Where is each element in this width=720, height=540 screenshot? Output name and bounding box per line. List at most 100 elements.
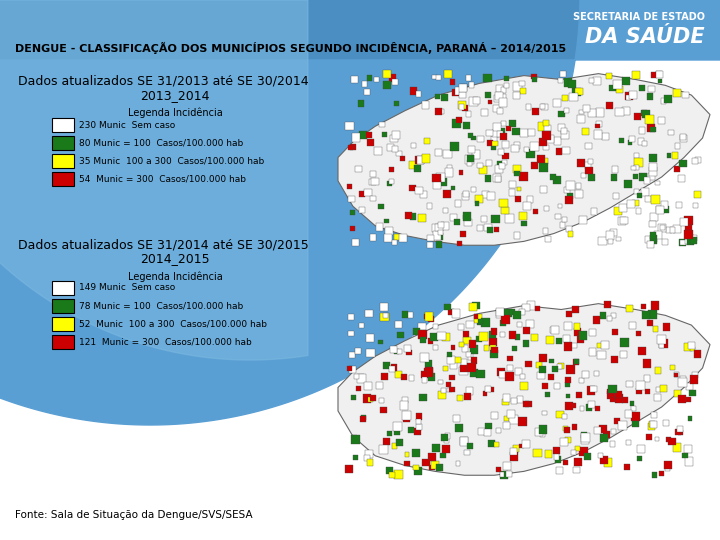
FancyBboxPatch shape: [622, 77, 630, 85]
FancyBboxPatch shape: [503, 394, 510, 402]
FancyBboxPatch shape: [505, 214, 513, 223]
FancyBboxPatch shape: [512, 346, 517, 351]
FancyBboxPatch shape: [647, 320, 652, 326]
FancyBboxPatch shape: [497, 108, 503, 114]
FancyBboxPatch shape: [629, 91, 636, 99]
FancyBboxPatch shape: [464, 450, 470, 455]
FancyBboxPatch shape: [606, 102, 613, 109]
FancyBboxPatch shape: [636, 444, 645, 453]
FancyBboxPatch shape: [556, 411, 564, 418]
FancyBboxPatch shape: [650, 232, 656, 239]
FancyBboxPatch shape: [579, 110, 584, 114]
FancyBboxPatch shape: [564, 382, 570, 388]
FancyBboxPatch shape: [448, 309, 454, 315]
FancyBboxPatch shape: [546, 336, 554, 344]
FancyBboxPatch shape: [615, 394, 624, 403]
FancyBboxPatch shape: [364, 382, 372, 390]
FancyBboxPatch shape: [666, 227, 672, 233]
FancyBboxPatch shape: [650, 237, 657, 244]
FancyBboxPatch shape: [631, 406, 636, 411]
FancyBboxPatch shape: [539, 426, 547, 434]
FancyBboxPatch shape: [523, 304, 530, 311]
FancyBboxPatch shape: [462, 193, 469, 200]
FancyBboxPatch shape: [447, 165, 452, 170]
FancyBboxPatch shape: [503, 153, 509, 159]
FancyBboxPatch shape: [562, 218, 567, 222]
FancyBboxPatch shape: [680, 133, 686, 140]
FancyBboxPatch shape: [460, 231, 467, 237]
FancyBboxPatch shape: [659, 339, 668, 348]
FancyBboxPatch shape: [471, 357, 477, 364]
Text: 149 Munic  Sem caso: 149 Munic Sem caso: [79, 284, 175, 293]
FancyBboxPatch shape: [441, 94, 448, 101]
FancyBboxPatch shape: [507, 365, 513, 371]
FancyBboxPatch shape: [501, 122, 506, 126]
FancyBboxPatch shape: [582, 371, 589, 379]
FancyBboxPatch shape: [490, 328, 497, 335]
FancyBboxPatch shape: [693, 191, 701, 198]
FancyBboxPatch shape: [680, 240, 685, 245]
FancyBboxPatch shape: [625, 410, 632, 418]
FancyBboxPatch shape: [366, 75, 372, 80]
FancyBboxPatch shape: [616, 86, 623, 93]
FancyBboxPatch shape: [389, 167, 394, 172]
FancyBboxPatch shape: [564, 78, 572, 86]
FancyBboxPatch shape: [684, 230, 693, 239]
FancyBboxPatch shape: [416, 91, 421, 97]
FancyBboxPatch shape: [346, 122, 354, 130]
FancyBboxPatch shape: [414, 165, 420, 172]
FancyBboxPatch shape: [374, 77, 379, 82]
FancyBboxPatch shape: [472, 150, 480, 159]
FancyBboxPatch shape: [638, 138, 644, 145]
FancyBboxPatch shape: [413, 449, 420, 457]
FancyBboxPatch shape: [511, 398, 517, 404]
FancyBboxPatch shape: [402, 411, 411, 420]
FancyBboxPatch shape: [558, 204, 562, 208]
FancyBboxPatch shape: [610, 442, 615, 447]
FancyBboxPatch shape: [411, 143, 415, 148]
FancyBboxPatch shape: [648, 423, 654, 430]
FancyBboxPatch shape: [359, 191, 364, 197]
FancyBboxPatch shape: [348, 314, 354, 320]
FancyBboxPatch shape: [670, 364, 675, 370]
FancyBboxPatch shape: [402, 397, 408, 403]
FancyBboxPatch shape: [685, 397, 691, 402]
FancyBboxPatch shape: [442, 444, 450, 453]
FancyBboxPatch shape: [641, 304, 646, 309]
FancyBboxPatch shape: [392, 240, 397, 245]
FancyBboxPatch shape: [606, 316, 612, 321]
FancyBboxPatch shape: [581, 433, 590, 442]
FancyBboxPatch shape: [589, 348, 596, 356]
Text: DA SAÚDE: DA SAÚDE: [585, 27, 705, 47]
FancyBboxPatch shape: [620, 217, 628, 224]
FancyBboxPatch shape: [424, 368, 433, 376]
Polygon shape: [338, 303, 710, 475]
FancyBboxPatch shape: [459, 367, 468, 375]
FancyBboxPatch shape: [574, 457, 582, 466]
FancyBboxPatch shape: [468, 146, 475, 153]
FancyBboxPatch shape: [483, 73, 492, 82]
FancyBboxPatch shape: [508, 356, 513, 361]
FancyBboxPatch shape: [604, 301, 611, 308]
FancyBboxPatch shape: [485, 176, 492, 182]
FancyBboxPatch shape: [688, 416, 693, 421]
FancyBboxPatch shape: [582, 127, 589, 135]
FancyBboxPatch shape: [589, 78, 594, 83]
FancyBboxPatch shape: [493, 123, 501, 131]
FancyBboxPatch shape: [618, 217, 626, 225]
FancyBboxPatch shape: [658, 224, 666, 232]
FancyBboxPatch shape: [554, 383, 560, 389]
FancyBboxPatch shape: [668, 130, 674, 135]
FancyBboxPatch shape: [435, 94, 440, 99]
FancyBboxPatch shape: [440, 110, 444, 114]
FancyBboxPatch shape: [520, 374, 525, 380]
FancyBboxPatch shape: [531, 108, 539, 115]
FancyBboxPatch shape: [520, 382, 528, 390]
FancyBboxPatch shape: [533, 449, 541, 457]
FancyBboxPatch shape: [558, 78, 563, 83]
FancyBboxPatch shape: [506, 471, 512, 477]
FancyBboxPatch shape: [384, 233, 392, 241]
FancyBboxPatch shape: [649, 221, 656, 227]
FancyBboxPatch shape: [422, 102, 429, 109]
FancyBboxPatch shape: [690, 375, 698, 383]
